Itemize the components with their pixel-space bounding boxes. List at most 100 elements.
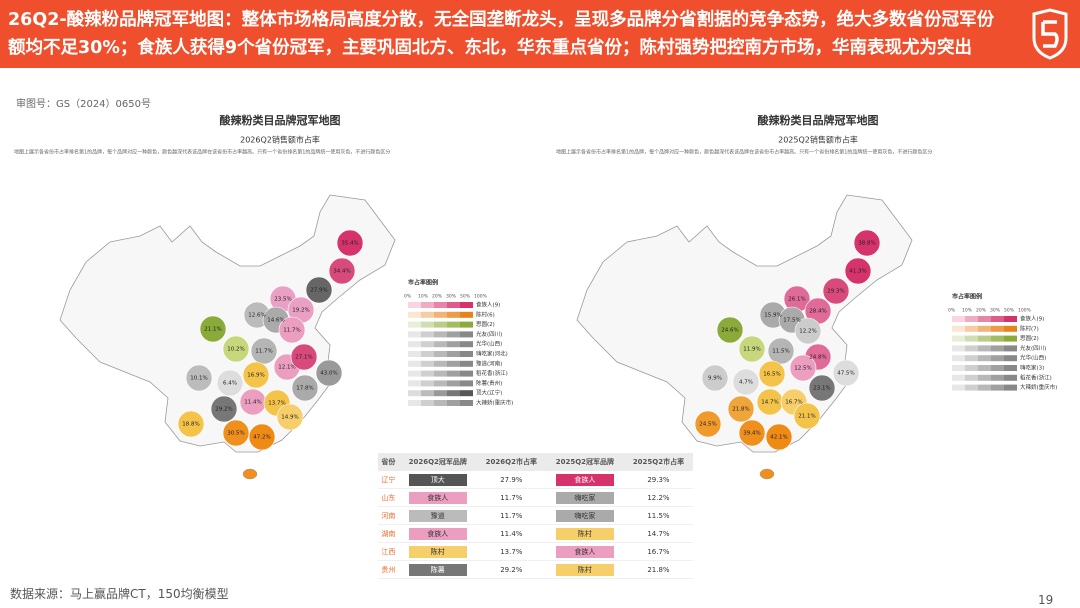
province-share-label: 27.9% [310,288,327,294]
legend-swatch [965,384,978,391]
province-region [832,359,860,387]
column-header: 省份 [378,453,399,471]
share-cell: 12.2% [623,488,693,507]
maps: 酸辣粉类目品牌冠军地图 2026Q2销售额市占率 地图上展示各省份市占率排名第1… [14,113,1057,480]
province-share-label: 27.1% [295,355,312,361]
legend-swatch [952,335,965,342]
province-region [794,317,822,345]
legend-scale-label: 0% [948,308,956,314]
legend-swatch [408,341,421,348]
province-share-label: 14.9% [281,415,298,421]
legend-swatch [421,360,434,367]
legend-swatch [1004,345,1017,352]
legend-swatch [965,345,978,352]
province-share-label: 10.1% [190,376,207,382]
map-subtitle: 2026Q2销售额市占率 [240,135,320,145]
province-region [185,364,213,392]
province-share-label: 11.7% [283,328,300,334]
share-cell: 11.7% [476,488,546,507]
province-region [290,343,318,371]
brand-name: 食族人 [555,545,614,558]
province-region [727,395,755,423]
table-row: 贵州 陈薯 29.2% 陈村 21.8% [378,560,693,579]
province-cell: 江西 [378,542,399,561]
legend-swatch [460,341,473,348]
share-cell: 29.3% [623,471,693,489]
share-cell: 16.7% [623,542,693,561]
share-cell: 21.8% [623,560,693,579]
legend-label: 大辣娇(重庆市) [476,399,513,407]
legend-swatch [952,374,965,381]
province-share-label: 17.5% [783,318,800,324]
province-region [336,229,364,257]
legend-swatch [447,351,460,357]
legend-swatch [460,390,473,397]
legend-swatch [421,302,434,308]
legend-swatch [991,325,1004,332]
legend-swatch [408,351,421,357]
brand-name: 嗨吃家 [555,509,614,522]
province-share-label: 13.7% [268,401,285,407]
legend-label: 陈村(7) [1020,324,1039,332]
legend-swatch [978,355,991,362]
share-cell: 29.2% [476,560,546,579]
legend-swatch [460,331,473,338]
legend-swatch [408,400,421,406]
legend-swatch [421,400,434,406]
legend-label: 思圆(2) [1020,335,1039,342]
legend-swatch [952,365,965,371]
legend-swatch [991,365,1004,371]
legend-swatch [421,311,434,318]
header-row: 省份 2026Q2冠军品牌 2026Q2市占率 2025Q2冠军品牌 2025Q2市占率 [378,453,693,471]
province-share-label: 11.9% [743,347,760,353]
province-cell: 辽宁 [378,471,399,489]
province-region [738,335,766,363]
province-cell: 山东 [378,488,399,507]
legend-swatch [460,360,473,367]
legend-label: 嗨吃家(河北) [476,350,508,358]
legend-scale-label: 10% [962,308,973,314]
province-share-label: 24.6% [721,328,738,334]
province-region [276,403,304,431]
legend-swatch [421,380,434,387]
map-note: 地图上展示各省份市占率排名第1的品牌，每个品牌对应一种颜色，颜色越深代表该品牌在… [556,149,932,156]
share-cell: 13.7% [476,542,546,561]
province-share-label: 34.4% [333,269,350,275]
brand-name: 食族人 [408,527,467,540]
province-share-label: 41.3% [849,269,866,275]
province-share-label: 42.1% [770,435,787,441]
province-share-label: 16.5% [763,372,780,378]
legend-swatch [991,316,1004,322]
province-region [738,419,766,447]
table-row: 河南 豫道 11.7% 嗨吃家 11.5% [378,506,693,525]
province-region [758,360,786,388]
province-cell: 河南 [378,506,399,525]
legend-swatch [978,384,991,391]
champion-table: 省份 2026Q2冠军品牌 2026Q2市占率 2025Q2冠军品牌 2025Q2市占率… [378,453,693,579]
province-region [822,277,850,305]
legend-swatch [1004,355,1017,362]
province-share-label: 12.2% [799,329,816,335]
table-row: 湖南 食族人 11.4% 陈村 14.7% [378,524,693,543]
province-region [242,361,270,389]
province-region [853,229,881,257]
legend-swatch [460,321,473,328]
brand-cell: 食族人 [398,488,477,507]
province-share-label: 26.1% [788,297,805,303]
legend-label: 光华(山西) [1020,354,1046,362]
province-region [328,257,356,285]
table-row: 辽宁 顶大 27.9% 食族人 29.3% [378,471,693,489]
legend-swatch [434,351,447,357]
province-share-label: 11.4% [244,400,261,406]
share-cell: 11.5% [623,506,693,525]
legend-swatch [421,370,434,377]
legend-swatch [434,331,447,338]
province-share-label: 14.6% [267,318,284,324]
legend-scale-label: 10% [418,294,429,300]
brand-cell: 食族人 [398,524,477,543]
legend-swatch [434,321,447,328]
brand-cell: 食族人 [545,542,624,561]
province-cell: 湖南 [378,524,399,543]
legend-label: 陈薯(贵州) [476,379,502,387]
